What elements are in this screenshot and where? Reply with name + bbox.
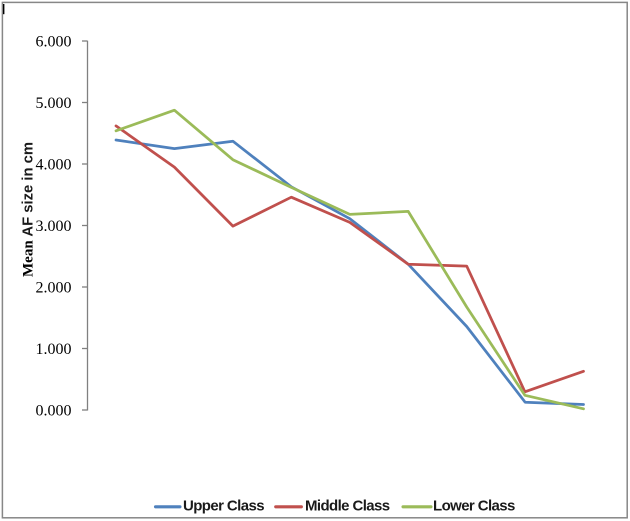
svg-text:3.000: 3.000	[36, 218, 72, 235]
svg-text:4.000: 4.000	[36, 157, 72, 174]
svg-text:2.000: 2.000	[36, 280, 72, 297]
svg-text:6.000: 6.000	[36, 34, 72, 51]
svg-text:Mean AF size in cm: Mean AF size in cm	[21, 142, 37, 277]
svg-text:Middle Class: Middle Class	[305, 498, 390, 515]
svg-text:1.000: 1.000	[36, 341, 72, 358]
svg-text:0.000: 0.000	[36, 403, 72, 420]
svg-text:Lower Class: Lower Class	[433, 498, 515, 515]
svg-text:Upper Class: Upper Class	[183, 498, 264, 515]
svg-text:5.000: 5.000	[36, 95, 72, 112]
